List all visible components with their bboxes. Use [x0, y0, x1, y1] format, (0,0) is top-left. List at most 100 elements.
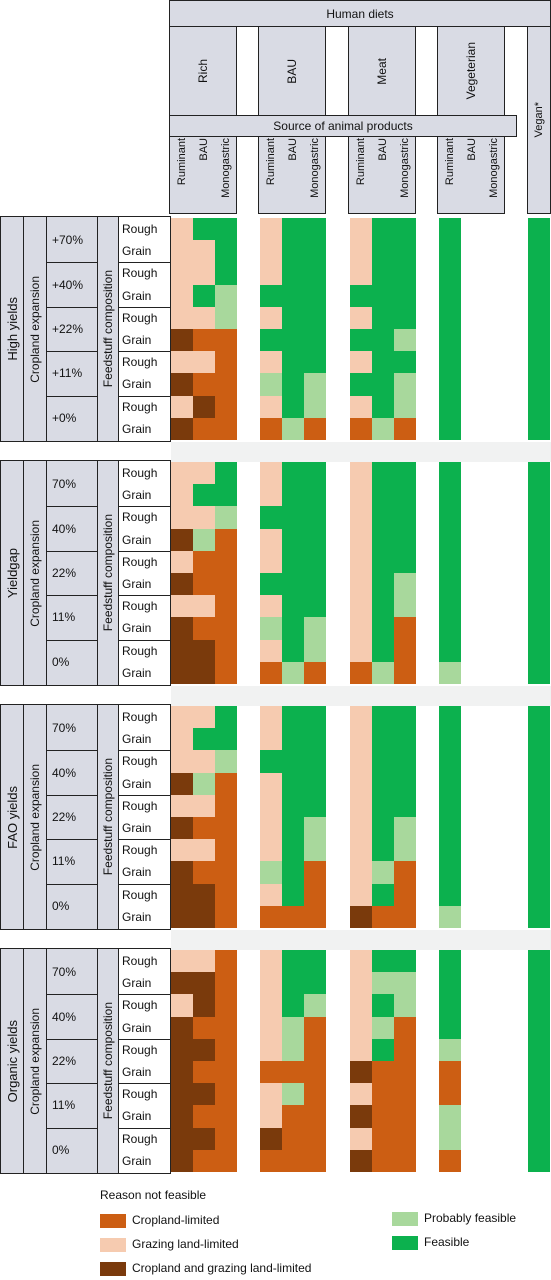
matrix-cell — [193, 1038, 215, 1062]
matrix-cell — [394, 595, 416, 618]
matrix-cell — [304, 484, 326, 507]
matrix-cell — [260, 750, 282, 774]
matrix-cell — [394, 528, 416, 552]
matrix-cell — [282, 329, 304, 352]
matrix-cell — [350, 306, 372, 330]
matrix-cell — [528, 595, 550, 618]
matrix-cell — [215, 550, 237, 574]
matrix-cell — [171, 573, 193, 596]
matrix-cell — [461, 218, 483, 241]
matrix-cell — [304, 595, 326, 618]
source-label-monogastric: Monogastric — [220, 138, 232, 198]
matrix-cell — [461, 240, 483, 263]
matrix-cell — [282, 218, 304, 241]
matrix-cell — [304, 839, 326, 862]
matrix-cell — [461, 284, 483, 308]
matrix-cell — [282, 950, 304, 973]
matrix-cell — [528, 1149, 550, 1173]
matrix-cell — [372, 1105, 394, 1129]
matrix-cell — [439, 994, 461, 1018]
matrix-cell — [215, 284, 237, 308]
matrix-cell — [394, 1061, 416, 1084]
matrix-cell — [215, 994, 237, 1018]
matrix-cell — [372, 373, 394, 397]
matrix-cell — [372, 484, 394, 507]
matrix-cell — [282, 528, 304, 552]
matrix-cell — [528, 772, 550, 796]
feed-divider — [118, 839, 171, 841]
feed-type-rough: Rough — [122, 355, 158, 370]
legend-swatch-L — [392, 1212, 418, 1226]
matrix-cell — [260, 639, 282, 663]
matrix-cell — [439, 595, 461, 618]
matrix-cell — [304, 1127, 326, 1151]
matrix-cell — [461, 550, 483, 574]
matrix-cell — [215, 728, 237, 751]
legend-title: Reason not feasible — [100, 1188, 207, 1202]
matrix-cell — [483, 373, 505, 397]
matrix-cell — [461, 262, 483, 286]
feed-divider — [118, 595, 171, 597]
diet-header-bau-text: BAU — [285, 58, 299, 84]
matrix-cell — [372, 1127, 394, 1151]
matrix-cell — [193, 861, 215, 885]
matrix-cell — [193, 1127, 215, 1151]
matrix-cell — [171, 817, 193, 840]
matrix-cell — [304, 772, 326, 796]
matrix-cell — [304, 395, 326, 419]
matrix-cell — [193, 883, 215, 907]
matrix-cell — [350, 861, 372, 885]
matrix-cell — [394, 728, 416, 751]
matrix-cell — [260, 1083, 282, 1106]
matrix-cell — [461, 506, 483, 530]
feed-divider — [118, 994, 171, 996]
matrix-cell — [304, 728, 326, 751]
matrix-cell — [193, 550, 215, 574]
matrix-cell — [215, 1149, 237, 1173]
matrix-cell — [439, 528, 461, 552]
matrix-cell — [483, 262, 505, 286]
matrix-cell — [260, 417, 282, 441]
matrix-cell — [372, 417, 394, 441]
matrix-cell — [394, 750, 416, 774]
matrix-cell — [171, 1105, 193, 1129]
expansion-value: +70% — [52, 233, 84, 248]
matrix-cell — [483, 750, 505, 774]
matrix-cell — [483, 284, 505, 308]
matrix-cell — [350, 373, 372, 397]
matrix-cell — [215, 395, 237, 419]
matrix-cell — [350, 661, 372, 685]
matrix-cell — [483, 839, 505, 862]
matrix-cell — [171, 351, 193, 374]
matrix-cell — [528, 484, 550, 507]
matrix-cell — [439, 1083, 461, 1106]
matrix-cell — [483, 417, 505, 441]
matrix-cell — [171, 1016, 193, 1040]
matrix-cell — [304, 950, 326, 973]
matrix-cell — [171, 218, 193, 241]
expansion-value: 70% — [52, 721, 77, 736]
matrix-cell — [483, 395, 505, 419]
matrix-cell — [215, 861, 237, 885]
matrix-cell — [528, 462, 550, 485]
feed-type-grain: Grain — [122, 1065, 152, 1080]
matrix-cell — [461, 1016, 483, 1040]
matrix-cell — [171, 1149, 193, 1173]
matrix-cell — [528, 883, 550, 907]
feed-type-grain: Grain — [122, 909, 152, 924]
matrix-cell — [171, 395, 193, 419]
matrix-cell — [304, 528, 326, 552]
feed-divider — [118, 883, 171, 885]
source-header: Source of animal products — [169, 115, 517, 137]
feed-divider — [118, 306, 171, 308]
matrix-cell — [350, 1127, 372, 1151]
feed-type-grain: Grain — [122, 665, 152, 680]
yield-label: FAO yields — [0, 704, 24, 930]
expansion-divider — [46, 994, 98, 996]
matrix-cell — [282, 550, 304, 574]
matrix-cell — [461, 484, 483, 507]
matrix-cell — [372, 728, 394, 751]
matrix-cell — [372, 950, 394, 973]
diet-header-vegeterian: Vegeterian — [437, 26, 505, 116]
matrix-cell — [394, 994, 416, 1018]
